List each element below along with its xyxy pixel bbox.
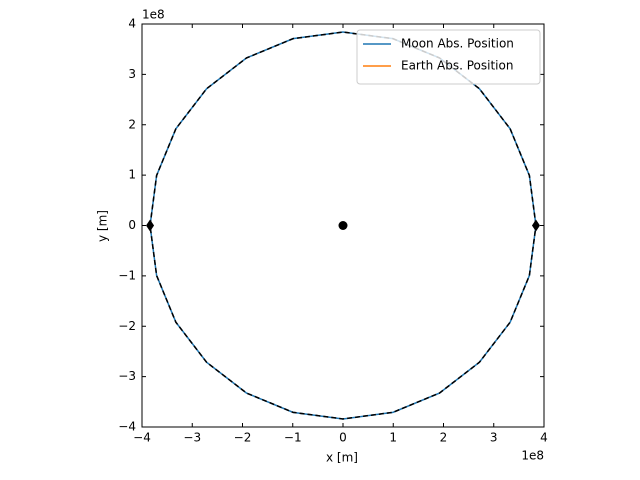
y-tick-label: −2 [118, 319, 136, 333]
diamond-marker [531, 219, 540, 232]
y-tick-label: 2 [128, 117, 136, 131]
x-tick-label: −3 [183, 431, 201, 445]
x-tick-label: −1 [284, 431, 302, 445]
x-offset-label: 1e8 [521, 449, 544, 463]
legend-label: Moon Abs. Position [401, 37, 514, 51]
legend-label: Earth Abs. Position [401, 59, 513, 73]
x-tick-label: 2 [440, 431, 448, 445]
x-tick-label: −2 [234, 431, 252, 445]
x-tick-label: 1 [389, 431, 397, 445]
legend-box [356, 29, 541, 85]
x-tick-label: 0 [339, 431, 347, 445]
y-tick-label: 1 [128, 168, 136, 182]
y-offset-label: 1e8 [142, 8, 165, 22]
y-tick-label: 0 [128, 218, 136, 232]
dot-marker [338, 221, 348, 230]
y-axis-label: y [m] [96, 210, 110, 242]
y-tick-label: −1 [118, 268, 136, 282]
y-tick-label: −4 [118, 420, 136, 434]
x-tick-label: −4 [133, 431, 151, 445]
x-axis-label: x [m] [326, 451, 358, 465]
y-tick-label: −3 [118, 369, 136, 383]
x-tick-label: 4 [540, 431, 548, 445]
x-tick-label: 3 [490, 431, 498, 445]
y-tick-label: 4 [128, 17, 136, 31]
diamond-marker [146, 219, 155, 232]
y-tick-label: 3 [128, 67, 136, 81]
